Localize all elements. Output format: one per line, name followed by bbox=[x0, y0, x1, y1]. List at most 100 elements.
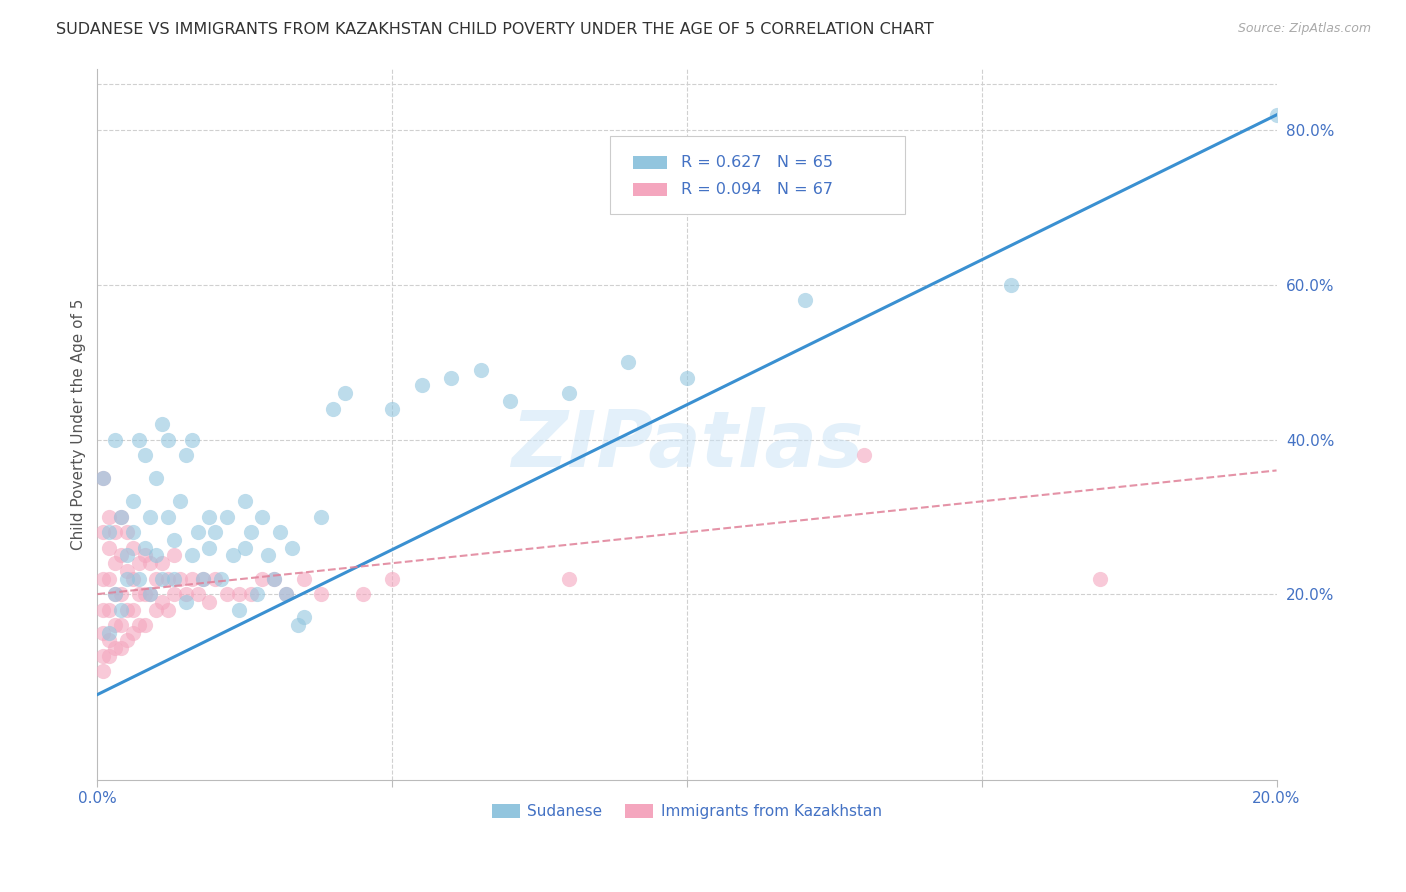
Point bbox=[128, 556, 150, 570]
Point bbox=[245, 587, 267, 601]
Point bbox=[269, 525, 291, 540]
Point bbox=[110, 587, 132, 601]
Point bbox=[115, 633, 138, 648]
Point bbox=[617, 355, 640, 369]
Point bbox=[134, 587, 156, 601]
Point bbox=[157, 602, 180, 616]
Point bbox=[440, 370, 463, 384]
Point bbox=[104, 556, 127, 570]
Point bbox=[104, 618, 127, 632]
Point bbox=[281, 541, 304, 555]
Point bbox=[128, 618, 150, 632]
Point bbox=[150, 572, 173, 586]
Point bbox=[180, 433, 202, 447]
Point bbox=[104, 525, 127, 540]
Point bbox=[292, 610, 315, 624]
Point bbox=[233, 541, 256, 555]
Point bbox=[121, 625, 143, 640]
Point bbox=[198, 541, 221, 555]
Point bbox=[98, 525, 121, 540]
Point bbox=[215, 509, 238, 524]
Point bbox=[91, 648, 114, 663]
Bar bbox=[633, 183, 666, 196]
Point bbox=[91, 665, 114, 679]
Point bbox=[145, 602, 167, 616]
Point bbox=[163, 587, 186, 601]
Point bbox=[287, 618, 309, 632]
Point bbox=[121, 602, 143, 616]
Point bbox=[115, 572, 138, 586]
Point bbox=[110, 602, 132, 616]
Point bbox=[145, 549, 167, 563]
Y-axis label: Child Poverty Under the Age of 5: Child Poverty Under the Age of 5 bbox=[72, 299, 86, 549]
Point bbox=[204, 525, 226, 540]
Point bbox=[134, 448, 156, 462]
Point bbox=[558, 572, 581, 586]
Point bbox=[228, 587, 250, 601]
Point bbox=[134, 618, 156, 632]
Point bbox=[239, 525, 262, 540]
Point bbox=[411, 378, 433, 392]
Point bbox=[163, 549, 186, 563]
Point bbox=[98, 602, 121, 616]
Point bbox=[139, 587, 162, 601]
Point bbox=[169, 572, 191, 586]
Point bbox=[252, 572, 274, 586]
Point bbox=[91, 625, 114, 640]
Point bbox=[98, 633, 121, 648]
Point bbox=[470, 363, 492, 377]
Point bbox=[169, 494, 191, 508]
Point bbox=[174, 448, 197, 462]
Point bbox=[121, 525, 143, 540]
Point bbox=[333, 386, 356, 401]
Point bbox=[163, 533, 186, 547]
Point bbox=[110, 509, 132, 524]
Point bbox=[163, 572, 186, 586]
Text: SUDANESE VS IMMIGRANTS FROM KAZAKHSTAN CHILD POVERTY UNDER THE AGE OF 5 CORRELAT: SUDANESE VS IMMIGRANTS FROM KAZAKHSTAN C… bbox=[56, 22, 934, 37]
Point bbox=[174, 595, 197, 609]
Point bbox=[128, 572, 150, 586]
Point bbox=[193, 572, 215, 586]
Text: R = 0.627   N = 65: R = 0.627 N = 65 bbox=[681, 155, 832, 169]
Point bbox=[115, 564, 138, 578]
Point bbox=[263, 572, 285, 586]
Point bbox=[180, 549, 202, 563]
Point bbox=[1088, 572, 1111, 586]
Point bbox=[110, 641, 132, 656]
Point bbox=[150, 556, 173, 570]
Point bbox=[157, 509, 180, 524]
Point bbox=[209, 572, 232, 586]
Point bbox=[292, 572, 315, 586]
Point bbox=[128, 587, 150, 601]
Point bbox=[257, 549, 280, 563]
Point bbox=[193, 572, 215, 586]
Point bbox=[222, 549, 245, 563]
Point bbox=[139, 556, 162, 570]
Point bbox=[228, 602, 250, 616]
Point bbox=[91, 525, 114, 540]
Point bbox=[110, 549, 132, 563]
Bar bbox=[633, 156, 666, 169]
Point bbox=[115, 602, 138, 616]
Point bbox=[215, 587, 238, 601]
Point bbox=[139, 509, 162, 524]
FancyBboxPatch shape bbox=[610, 136, 905, 214]
Point bbox=[352, 587, 374, 601]
Point bbox=[139, 587, 162, 601]
Text: ZIPatlas: ZIPatlas bbox=[510, 408, 863, 483]
Point bbox=[145, 572, 167, 586]
Point bbox=[252, 509, 274, 524]
Point bbox=[91, 602, 114, 616]
Point bbox=[558, 386, 581, 401]
Point bbox=[157, 433, 180, 447]
Point bbox=[104, 433, 127, 447]
Point bbox=[121, 494, 143, 508]
Point bbox=[174, 587, 197, 601]
Point bbox=[311, 587, 333, 601]
Point bbox=[115, 525, 138, 540]
Point bbox=[198, 509, 221, 524]
Point bbox=[274, 587, 297, 601]
Point bbox=[98, 572, 121, 586]
Point bbox=[134, 541, 156, 555]
Point bbox=[852, 448, 875, 462]
